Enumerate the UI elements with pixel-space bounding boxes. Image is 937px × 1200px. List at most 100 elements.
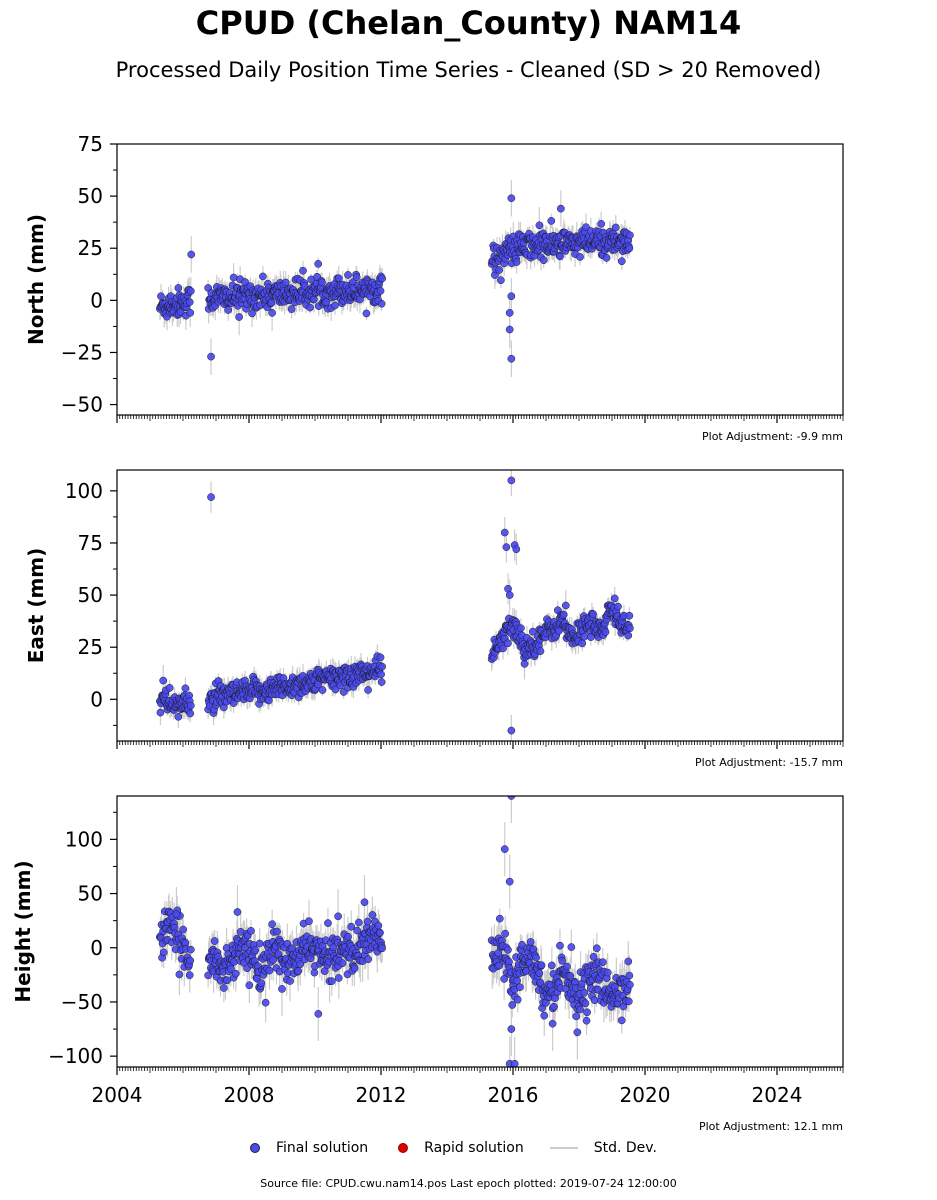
data-point: [331, 301, 339, 310]
data-point: [495, 914, 504, 923]
data-point: [310, 968, 319, 977]
legend-label-final: Final solution: [276, 1140, 369, 1156]
data-point: [617, 1016, 626, 1025]
data-point: [513, 976, 521, 985]
data-point: [610, 594, 619, 603]
data-point: [159, 676, 168, 685]
data-point: [296, 960, 305, 968]
data-point: [548, 1019, 557, 1028]
source-footer: Source file: CPUD.cwu.nam14.pos Last epo…: [260, 1177, 677, 1190]
data-point: [624, 631, 633, 640]
data-point: [513, 995, 522, 1004]
data-point: [535, 969, 544, 978]
y-tick-label: 25: [78, 236, 103, 260]
data-point: [581, 999, 590, 1008]
data-point: [499, 644, 507, 653]
data-point: [556, 252, 564, 261]
data-point: [364, 686, 372, 694]
data-point: [247, 926, 255, 935]
data-point: [334, 274, 343, 283]
data-point: [318, 686, 327, 694]
data-point: [377, 670, 385, 679]
data-point: [510, 1059, 519, 1067]
data-point: [507, 194, 516, 203]
data-point: [268, 309, 276, 317]
data-point: [597, 219, 606, 228]
data-point: [516, 983, 524, 992]
data-point: [186, 709, 195, 718]
data-point: [572, 1012, 581, 1021]
data-point: [186, 945, 195, 954]
y-tick-label: 0: [90, 288, 103, 312]
data-point: [305, 917, 313, 926]
data-point: [512, 545, 521, 554]
data-point: [268, 920, 276, 929]
data-point: [261, 998, 270, 1007]
data-point: [624, 957, 633, 966]
data-point: [186, 308, 195, 317]
data-point: [286, 977, 294, 985]
data-point: [582, 1016, 591, 1025]
data-point: [539, 256, 548, 265]
data-point: [500, 528, 509, 537]
final-solution-marker-icon: [250, 1143, 260, 1153]
data-point: [526, 938, 535, 946]
data-point: [602, 254, 611, 262]
data-point: [567, 943, 576, 951]
y-tick-label: −50: [61, 990, 103, 1014]
data-point: [563, 962, 571, 971]
data-point: [165, 683, 174, 692]
data-point: [186, 287, 195, 295]
data-point: [175, 970, 184, 979]
y-tick-label: 50: [78, 882, 103, 906]
panel-east: 0 25 50 75 100 East (mm) Plot Adjustment: -15.…: [24, 469, 844, 769]
data-point: [580, 632, 589, 641]
data-point: [265, 966, 274, 975]
data-point: [512, 258, 521, 266]
y-axis-label: East (mm): [24, 548, 48, 664]
data-point: [187, 250, 196, 259]
data-point: [555, 626, 563, 635]
data-point: [314, 1010, 323, 1018]
data-points: [156, 796, 634, 1067]
data-point: [592, 944, 601, 953]
data-point: [537, 961, 546, 969]
data-point: [625, 611, 634, 620]
data-point: [508, 1001, 517, 1009]
data-point: [507, 354, 516, 363]
y-tick-label: 50: [78, 583, 103, 607]
data-point: [259, 272, 267, 281]
data-point: [505, 309, 514, 317]
data-point: [376, 287, 385, 295]
y-tick-label: 25: [78, 635, 103, 659]
data-point: [626, 980, 634, 989]
data-point: [589, 610, 597, 618]
data-point: [207, 352, 215, 361]
data-point: [229, 273, 238, 282]
data-point: [354, 918, 363, 927]
data-point: [507, 726, 516, 735]
data-point: [626, 624, 634, 633]
data-point: [186, 701, 195, 710]
data-point: [287, 305, 296, 313]
data-point: [318, 278, 326, 287]
data-point: [624, 997, 633, 1006]
data-point: [576, 253, 584, 261]
data-point: [231, 969, 240, 978]
plot-adjustment-note: Plot Adjustment: -15.7 mm: [695, 756, 843, 769]
data-point: [378, 944, 387, 953]
x-tick-label: 2012: [356, 1083, 407, 1107]
data-point: [338, 959, 347, 968]
data-point: [376, 928, 384, 937]
data-point: [269, 955, 278, 964]
data-point: [611, 223, 620, 232]
data-point: [532, 953, 540, 962]
y-tick-label: 50: [78, 184, 103, 208]
data-point: [157, 292, 165, 301]
data-point: [233, 908, 242, 916]
data-point: [257, 979, 266, 988]
data-point: [347, 922, 356, 931]
data-point: [495, 961, 504, 970]
data-point: [364, 955, 372, 964]
